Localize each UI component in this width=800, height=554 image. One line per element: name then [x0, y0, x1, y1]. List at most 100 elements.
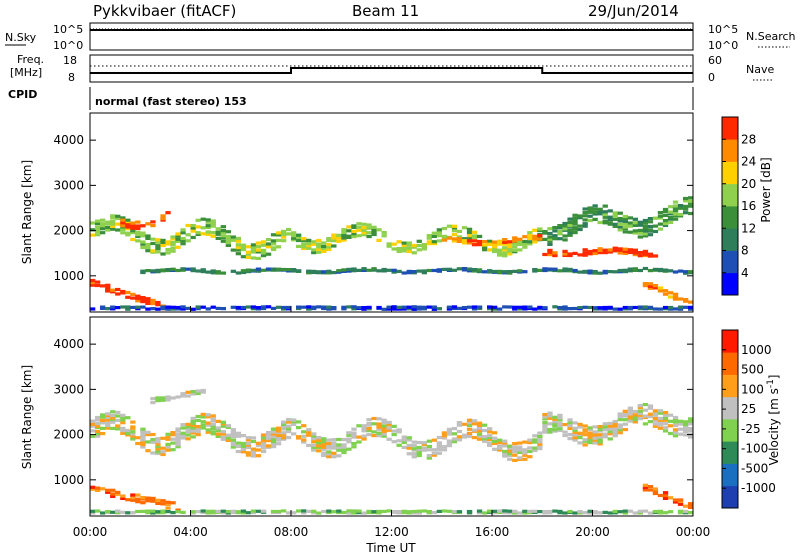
heatmap-cell — [215, 432, 221, 436]
heatmap-cell — [175, 305, 181, 310]
heatmap-cell — [647, 224, 654, 229]
heatmap-cell — [105, 220, 111, 224]
heatmap-cell — [120, 431, 126, 435]
heatmap-cell — [371, 232, 377, 237]
heatmap-cell — [255, 248, 262, 252]
heatmap-cell — [647, 284, 654, 288]
heatmap-cell — [185, 437, 191, 441]
heatmap-cell — [688, 419, 694, 423]
heatmap-cell — [461, 422, 468, 426]
heatmap-cell — [210, 231, 216, 235]
heatmap-cell — [346, 225, 352, 229]
heatmap-cell — [667, 220, 674, 224]
heatmap-cell — [200, 415, 206, 419]
heatmap-cell — [376, 238, 382, 242]
heatmap-cell — [652, 424, 659, 428]
heatmap-cell — [426, 456, 432, 460]
heatmap-cell — [120, 218, 126, 222]
heatmap-cell — [220, 229, 226, 233]
heatmap-cell — [195, 425, 201, 429]
heatmap-cell — [577, 214, 583, 218]
heatmap-cell — [657, 411, 664, 415]
heatmap-cell — [547, 235, 553, 239]
heatmap-cell — [160, 243, 166, 248]
heatmap-cell — [291, 231, 297, 235]
heatmap-cell — [657, 409, 664, 413]
heatmap-cell — [210, 234, 216, 238]
heatmap-cell — [361, 226, 367, 230]
heatmap-cell — [286, 430, 292, 434]
heatmap-cell — [461, 435, 468, 439]
heatmap-cell — [190, 510, 196, 514]
heatmap-cell — [306, 242, 312, 246]
heatmap-cell — [662, 413, 669, 417]
heatmap-cell — [517, 248, 523, 252]
heatmap-cell — [487, 427, 493, 431]
heatmap-cell — [642, 307, 649, 311]
heatmap-cell — [657, 227, 664, 231]
heatmap-cell — [125, 498, 131, 502]
heatmap-cell — [497, 248, 503, 252]
heatmap-cell — [190, 235, 196, 240]
heatmap-cell — [235, 246, 241, 250]
heatmap-cell — [502, 449, 508, 453]
heatmap-cell — [688, 211, 694, 216]
heatmap-cell — [647, 415, 654, 419]
heatmap-cell — [592, 204, 598, 208]
heatmap-cell — [396, 430, 402, 434]
heatmap-cell — [120, 231, 126, 235]
heatmap-cell — [436, 307, 442, 311]
heatmap-cell — [657, 509, 664, 513]
heatmap-cell — [301, 237, 307, 241]
heatmap-cell — [421, 443, 427, 447]
heatmap-cell — [326, 441, 332, 446]
heatmap-cell — [577, 510, 583, 514]
heatmap-cell — [195, 510, 201, 514]
heatmap-cell — [677, 204, 684, 208]
heatmap-cell — [115, 418, 121, 422]
x-tick-label: 20:00 — [575, 525, 610, 539]
heatmap-cell — [637, 413, 643, 417]
heatmap-cell — [627, 224, 633, 228]
heatmap-cell — [356, 306, 362, 310]
heatmap-cell — [90, 424, 96, 428]
heatmap-cell — [582, 218, 588, 222]
heatmap-cell — [476, 509, 483, 513]
heatmap-cell — [647, 252, 654, 256]
heatmap-cell — [230, 509, 236, 513]
heatmap-cell — [366, 427, 372, 431]
heatmap-cell — [341, 238, 347, 242]
heatmap-cell — [683, 270, 689, 274]
heatmap-cell — [351, 269, 357, 273]
heatmap-cell — [421, 271, 427, 275]
heatmap-cell — [522, 270, 528, 274]
heatmap-cell — [662, 207, 669, 212]
heatmap-cell — [296, 269, 302, 273]
heatmap-cell — [311, 443, 317, 447]
heatmap-cell — [265, 444, 272, 448]
heatmap-cell — [562, 423, 568, 427]
heatmap-cell — [130, 425, 136, 429]
heatmap-cell — [120, 221, 126, 225]
heatmap-cell — [240, 511, 247, 515]
heatmap-cell — [230, 305, 236, 309]
heatmap-cell — [456, 306, 463, 310]
heatmap-cell — [597, 212, 603, 216]
heatmap-cell — [677, 419, 684, 423]
heatmap-cell — [110, 227, 116, 231]
heatmap-cell — [346, 267, 352, 271]
heatmap-cell — [632, 221, 638, 225]
heatmap-cell — [406, 269, 412, 273]
heatmap-cell — [527, 233, 533, 238]
heatmap-cell — [341, 233, 347, 238]
heatmap-cell — [135, 441, 141, 446]
heatmap-cell — [95, 233, 101, 237]
heatmap-cell — [552, 229, 558, 233]
heatmap-cell — [451, 440, 458, 444]
heatmap-cell — [688, 502, 694, 506]
heatmap-cell — [170, 396, 176, 400]
heatmap-cell — [175, 239, 181, 243]
heatmap-cell — [436, 435, 442, 440]
heatmap-cell — [612, 249, 618, 253]
heatmap-cell — [466, 241, 473, 245]
